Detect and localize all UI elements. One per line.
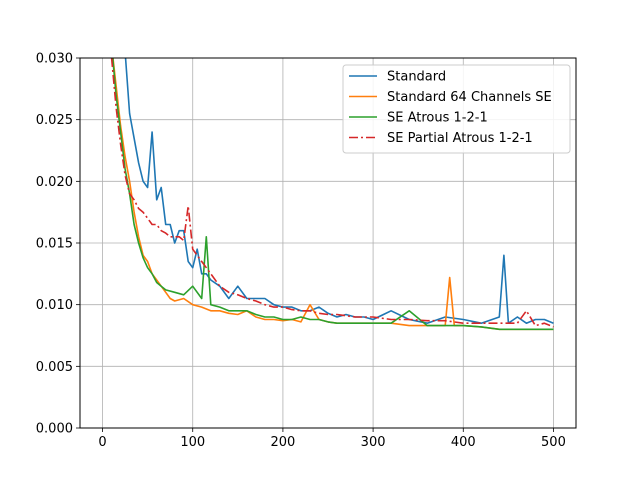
series-lines — [110, 58, 554, 331]
legend-label-2: Standard 64 Channels SE — [387, 90, 552, 105]
legend: Standard Standard 64 Channels SE SE Atrous… — [342, 64, 571, 154]
y-tick-label: 0.005 — [36, 360, 73, 375]
y-tick-label: 0.010 — [36, 298, 73, 313]
series-line-1 — [124, 58, 554, 325]
legend-label-4: SE Partial Atrous 1-2-1 — [387, 131, 533, 146]
y-tick-label: 0.000 — [36, 422, 73, 437]
series-line-2 — [112, 58, 554, 331]
series-line-4 — [110, 58, 554, 328]
x-tick-label: 100 — [180, 435, 205, 450]
y-tick-label: 0.025 — [36, 113, 73, 128]
y-tick-label: 0.020 — [36, 175, 73, 190]
x-tick-label: 200 — [270, 435, 295, 450]
legend-label-1: Standard — [387, 70, 446, 85]
axis-ticks: 0 100 200 300 400 500 0.000 0.005 0.010 0.015 0.02… — [36, 52, 566, 451]
y-tick-label: 0.015 — [36, 237, 73, 252]
y-tick-label: 0.030 — [36, 52, 73, 67]
legend-label-3: SE Atrous 1-2-1 — [387, 111, 488, 126]
x-tick-label: 300 — [361, 435, 386, 450]
x-tick-label: 500 — [541, 435, 566, 450]
x-tick-label: 400 — [451, 435, 476, 450]
x-tick-label: 0 — [98, 435, 106, 450]
legend-box — [342, 64, 571, 154]
